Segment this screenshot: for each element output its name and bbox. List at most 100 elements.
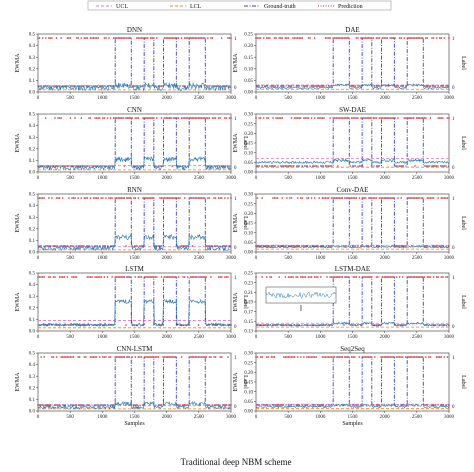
prediction-dot <box>114 276 116 278</box>
panel-title: LSTM <box>125 265 144 273</box>
prediction-dot <box>299 356 302 358</box>
prediction-dot <box>306 117 308 119</box>
prediction-dot <box>343 324 345 326</box>
prediction-dot <box>173 356 175 358</box>
prediction-dot <box>357 37 359 39</box>
prediction-dot <box>358 356 361 358</box>
prediction-dot <box>149 117 152 119</box>
right-axis-label: Label <box>242 136 248 150</box>
prediction-dot <box>426 276 429 278</box>
prediction-dot <box>384 276 387 278</box>
prediction-dot <box>409 37 412 39</box>
prediction-dot <box>219 117 221 119</box>
prediction-dot <box>423 117 426 119</box>
prediction-dot <box>306 85 308 87</box>
prediction-dot <box>412 37 415 39</box>
prediction-dot <box>395 356 398 358</box>
prediction-dot <box>358 165 361 167</box>
prediction-dot <box>106 85 109 87</box>
prediction-dot <box>105 197 107 199</box>
x-tick-label: 0 <box>37 176 40 181</box>
y-tick-label: 0.23 <box>244 281 253 286</box>
prediction-dot <box>182 276 184 278</box>
prediction-dot <box>52 276 55 278</box>
prediction-dot <box>445 197 447 199</box>
prediction-dot <box>406 197 409 199</box>
prediction-dot <box>225 276 228 278</box>
prediction-dot <box>366 276 368 278</box>
prediction-dot <box>134 197 137 199</box>
prediction-dot <box>74 276 76 278</box>
prediction-dot <box>55 356 58 358</box>
prediction-dot <box>182 117 184 119</box>
prediction-dot <box>111 276 113 278</box>
prediction-dot <box>256 356 259 358</box>
y-tick-label: 0.1 <box>29 159 36 164</box>
prediction-dot <box>120 37 123 39</box>
prediction-dot <box>94 117 96 119</box>
prediction-dot <box>358 276 361 278</box>
prediction-dot <box>89 117 92 119</box>
prediction-dot <box>421 37 424 39</box>
prediction-dot <box>125 37 127 39</box>
prediction-dot <box>46 85 49 87</box>
prediction-dot <box>315 85 318 87</box>
y-tick-label: 0.2 <box>29 227 36 232</box>
prediction-dot <box>119 117 121 119</box>
ewma-line <box>255 83 450 90</box>
prediction-dot <box>417 37 419 39</box>
prediction-dot <box>367 117 370 119</box>
prediction-dot <box>415 197 418 199</box>
prediction-dot <box>134 356 137 358</box>
prediction-dot <box>332 356 335 358</box>
right-axis-label: Label <box>242 216 248 230</box>
prediction-dot <box>428 276 430 278</box>
prediction-dot <box>330 356 333 358</box>
prediction-dot <box>102 197 104 199</box>
prediction-dot <box>367 37 370 39</box>
x-tick-label: 3000 <box>444 256 455 261</box>
prediction-dot <box>210 37 212 39</box>
prediction-dot <box>112 117 115 119</box>
prediction-dot <box>216 165 218 167</box>
prediction-dot <box>377 37 379 39</box>
prediction-dot <box>214 197 217 199</box>
prediction-dot <box>256 37 259 39</box>
prediction-dot <box>228 117 231 119</box>
prediction-dot <box>46 245 49 247</box>
prediction-dot <box>68 37 70 39</box>
prediction-dot <box>102 117 104 119</box>
prediction-dot <box>426 165 429 167</box>
prediction-dot <box>122 356 124 358</box>
prediction-dot <box>97 117 100 119</box>
prediction-dot <box>160 85 163 87</box>
prediction-dot <box>49 276 52 278</box>
prediction-dot <box>98 276 101 278</box>
prediction-dot <box>103 117 106 119</box>
right-axis-label: Label <box>460 56 466 70</box>
prediction-dot <box>58 117 61 119</box>
prediction-dot <box>287 276 290 278</box>
prediction-dot <box>77 197 79 199</box>
prediction-dot <box>108 356 110 358</box>
y-tick-label: 0.0 <box>29 330 36 335</box>
prediction-dot <box>197 324 200 326</box>
prediction-dot <box>92 356 95 358</box>
prediction-dot <box>299 276 302 278</box>
prediction-dot <box>266 117 268 119</box>
prediction-dot <box>324 197 327 199</box>
prediction-dot <box>392 37 395 39</box>
prediction-dot <box>86 197 89 199</box>
prediction-dot <box>171 197 174 199</box>
prediction-dot <box>48 197 50 199</box>
prediction-dot <box>259 117 262 119</box>
prediction-dot <box>72 356 75 358</box>
prediction-dot <box>372 197 375 199</box>
prediction-dot <box>391 356 393 358</box>
prediction-dot <box>83 197 86 199</box>
prediction-dot <box>123 197 126 199</box>
prediction-dot <box>168 276 171 278</box>
